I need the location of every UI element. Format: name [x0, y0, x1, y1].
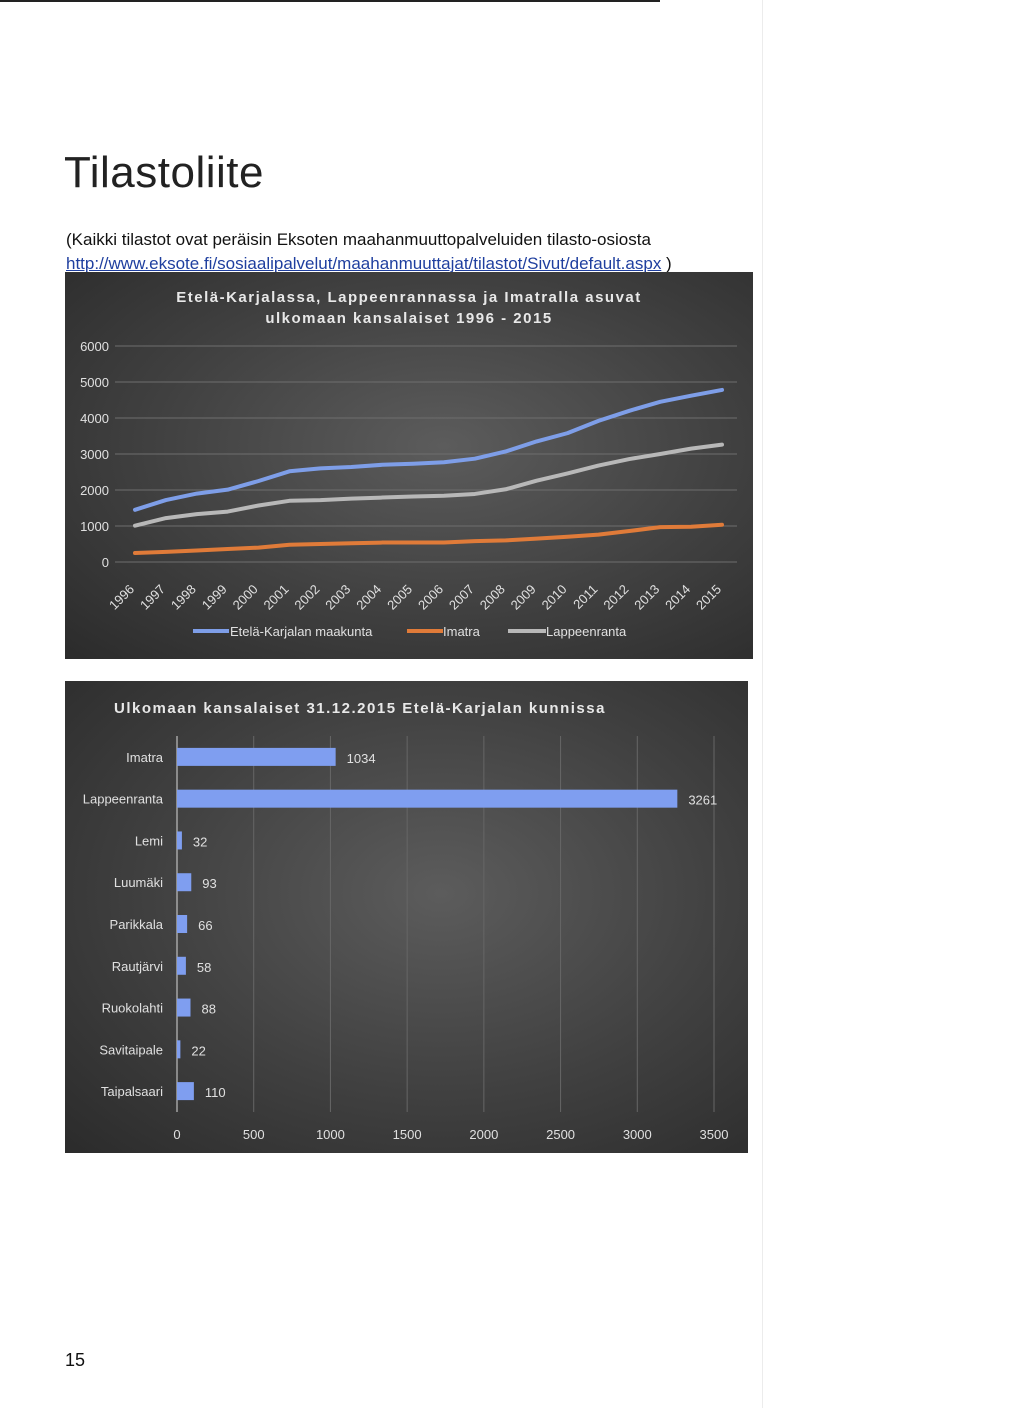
bar-2 — [177, 831, 182, 850]
bar-4 — [177, 915, 188, 933]
category-label-1: Lappeenranta — [83, 792, 164, 807]
x-tick-2008: 2008 — [477, 582, 508, 613]
series-line-0 — [133, 387, 724, 512]
bar-chart: Ulkomaan kansalaiset 31.12.2015 Etelä-Ka… — [83, 700, 729, 1142]
intro-paragraph: (Kaikki tilastot ovat peräisin Eksoten m… — [66, 228, 756, 276]
bar-0 — [177, 747, 336, 766]
x-tick-0: 0 — [173, 1127, 180, 1142]
x-tick-2000: 2000 — [469, 1127, 498, 1142]
y-tick-5000: 5000 — [80, 375, 109, 390]
x-tick-2009: 2009 — [508, 582, 539, 613]
data-label-5: 58 — [197, 960, 211, 975]
x-tick-2001: 2001 — [261, 582, 292, 613]
legend-label-0: Etelä-Karjalan maakunta — [230, 624, 373, 639]
legend-label-1: Imatra — [443, 624, 481, 639]
x-tick-2007: 2007 — [446, 582, 477, 613]
top-rule — [0, 0, 660, 2]
category-label-3: Luumäki — [114, 875, 163, 890]
x-tick-1998: 1998 — [168, 582, 199, 613]
category-label-5: Rautjärvi — [112, 959, 163, 974]
x-tick-2003: 2003 — [322, 582, 353, 613]
x-tick-1996: 1996 — [106, 582, 137, 613]
series-line-2 — [133, 442, 724, 528]
data-label-6: 88 — [202, 1002, 216, 1017]
y-tick-0: 0 — [102, 555, 109, 570]
bar-6 — [177, 998, 191, 1017]
x-tick-1000: 1000 — [316, 1127, 345, 1142]
x-tick-2000: 2000 — [230, 582, 261, 613]
y-tick-4000: 4000 — [80, 411, 109, 426]
bar-1 — [177, 789, 678, 808]
x-tick-1999: 1999 — [199, 582, 230, 613]
legend-label-2: Lappeenranta — [546, 624, 627, 639]
x-tick-2500: 2500 — [546, 1127, 575, 1142]
chart-title-line-2: ulkomaan kansalaiset 1996 - 2015 — [265, 310, 552, 327]
right-margin-rule — [762, 0, 763, 1408]
intro-close: ) — [661, 254, 672, 273]
line-chart: Etelä-Karjalassa, Lappeenrannassa ja Ima… — [80, 289, 737, 639]
data-label-8: 110 — [205, 1085, 226, 1100]
intro-text: (Kaikki tilastot ovat peräisin Eksoten m… — [66, 230, 651, 249]
category-label-6: Ruokolahti — [102, 1001, 164, 1016]
source-link[interactable]: http://www.eksote.fi/sosiaalipalvelut/ma… — [66, 254, 662, 273]
x-tick-1500: 1500 — [393, 1127, 422, 1142]
x-tick-2005: 2005 — [384, 582, 415, 613]
page-number: 15 — [65, 1350, 86, 1370]
category-label-4: Parikkala — [110, 917, 164, 932]
x-tick-1997: 1997 — [137, 582, 168, 613]
page-title: Tilastoliite — [64, 148, 264, 197]
x-tick-2012: 2012 — [600, 582, 631, 613]
bar-3 — [177, 873, 192, 892]
category-label-2: Lemi — [135, 833, 163, 848]
line-chart-panel: Etelä-Karjalassa, Lappeenrannassa ja Ima… — [65, 272, 753, 659]
bar-5 — [177, 956, 186, 975]
category-label-8: Taipalsaari — [101, 1084, 163, 1099]
chart-title-line-1: Etelä-Karjalassa, Lappeenrannassa ja Ima… — [176, 289, 642, 306]
x-tick-500: 500 — [243, 1127, 265, 1142]
category-label-7: Savitaipale — [99, 1042, 163, 1057]
series-line-1 — [133, 522, 724, 555]
chart-title: Ulkomaan kansalaiset 31.12.2015 Etelä-Ka… — [114, 700, 606, 717]
x-tick-3500: 3500 — [700, 1127, 729, 1142]
x-tick-2006: 2006 — [415, 582, 446, 613]
y-tick-6000: 6000 — [80, 339, 109, 354]
x-tick-2004: 2004 — [353, 582, 384, 613]
bar-chart-panel: Ulkomaan kansalaiset 31.12.2015 Etelä-Ka… — [65, 681, 748, 1153]
y-tick-2000: 2000 — [80, 483, 109, 498]
x-tick-3000: 3000 — [623, 1127, 652, 1142]
x-tick-2014: 2014 — [662, 582, 693, 613]
x-tick-2002: 2002 — [291, 582, 322, 613]
x-tick-2011: 2011 — [570, 582, 600, 612]
category-label-0: Imatra — [126, 750, 164, 765]
data-label-1: 3261 — [688, 793, 717, 808]
data-label-3: 93 — [202, 876, 216, 891]
data-label-7: 22 — [191, 1043, 205, 1058]
bar-8 — [177, 1082, 194, 1101]
x-tick-2013: 2013 — [631, 582, 662, 613]
y-tick-3000: 3000 — [80, 447, 109, 462]
bar-7 — [177, 1040, 181, 1059]
x-tick-2015: 2015 — [693, 582, 724, 613]
x-tick-2010: 2010 — [539, 582, 570, 613]
y-tick-1000: 1000 — [80, 519, 109, 534]
data-label-4: 66 — [198, 918, 212, 933]
data-label-2: 32 — [193, 834, 207, 849]
data-label-0: 1034 — [347, 751, 376, 766]
